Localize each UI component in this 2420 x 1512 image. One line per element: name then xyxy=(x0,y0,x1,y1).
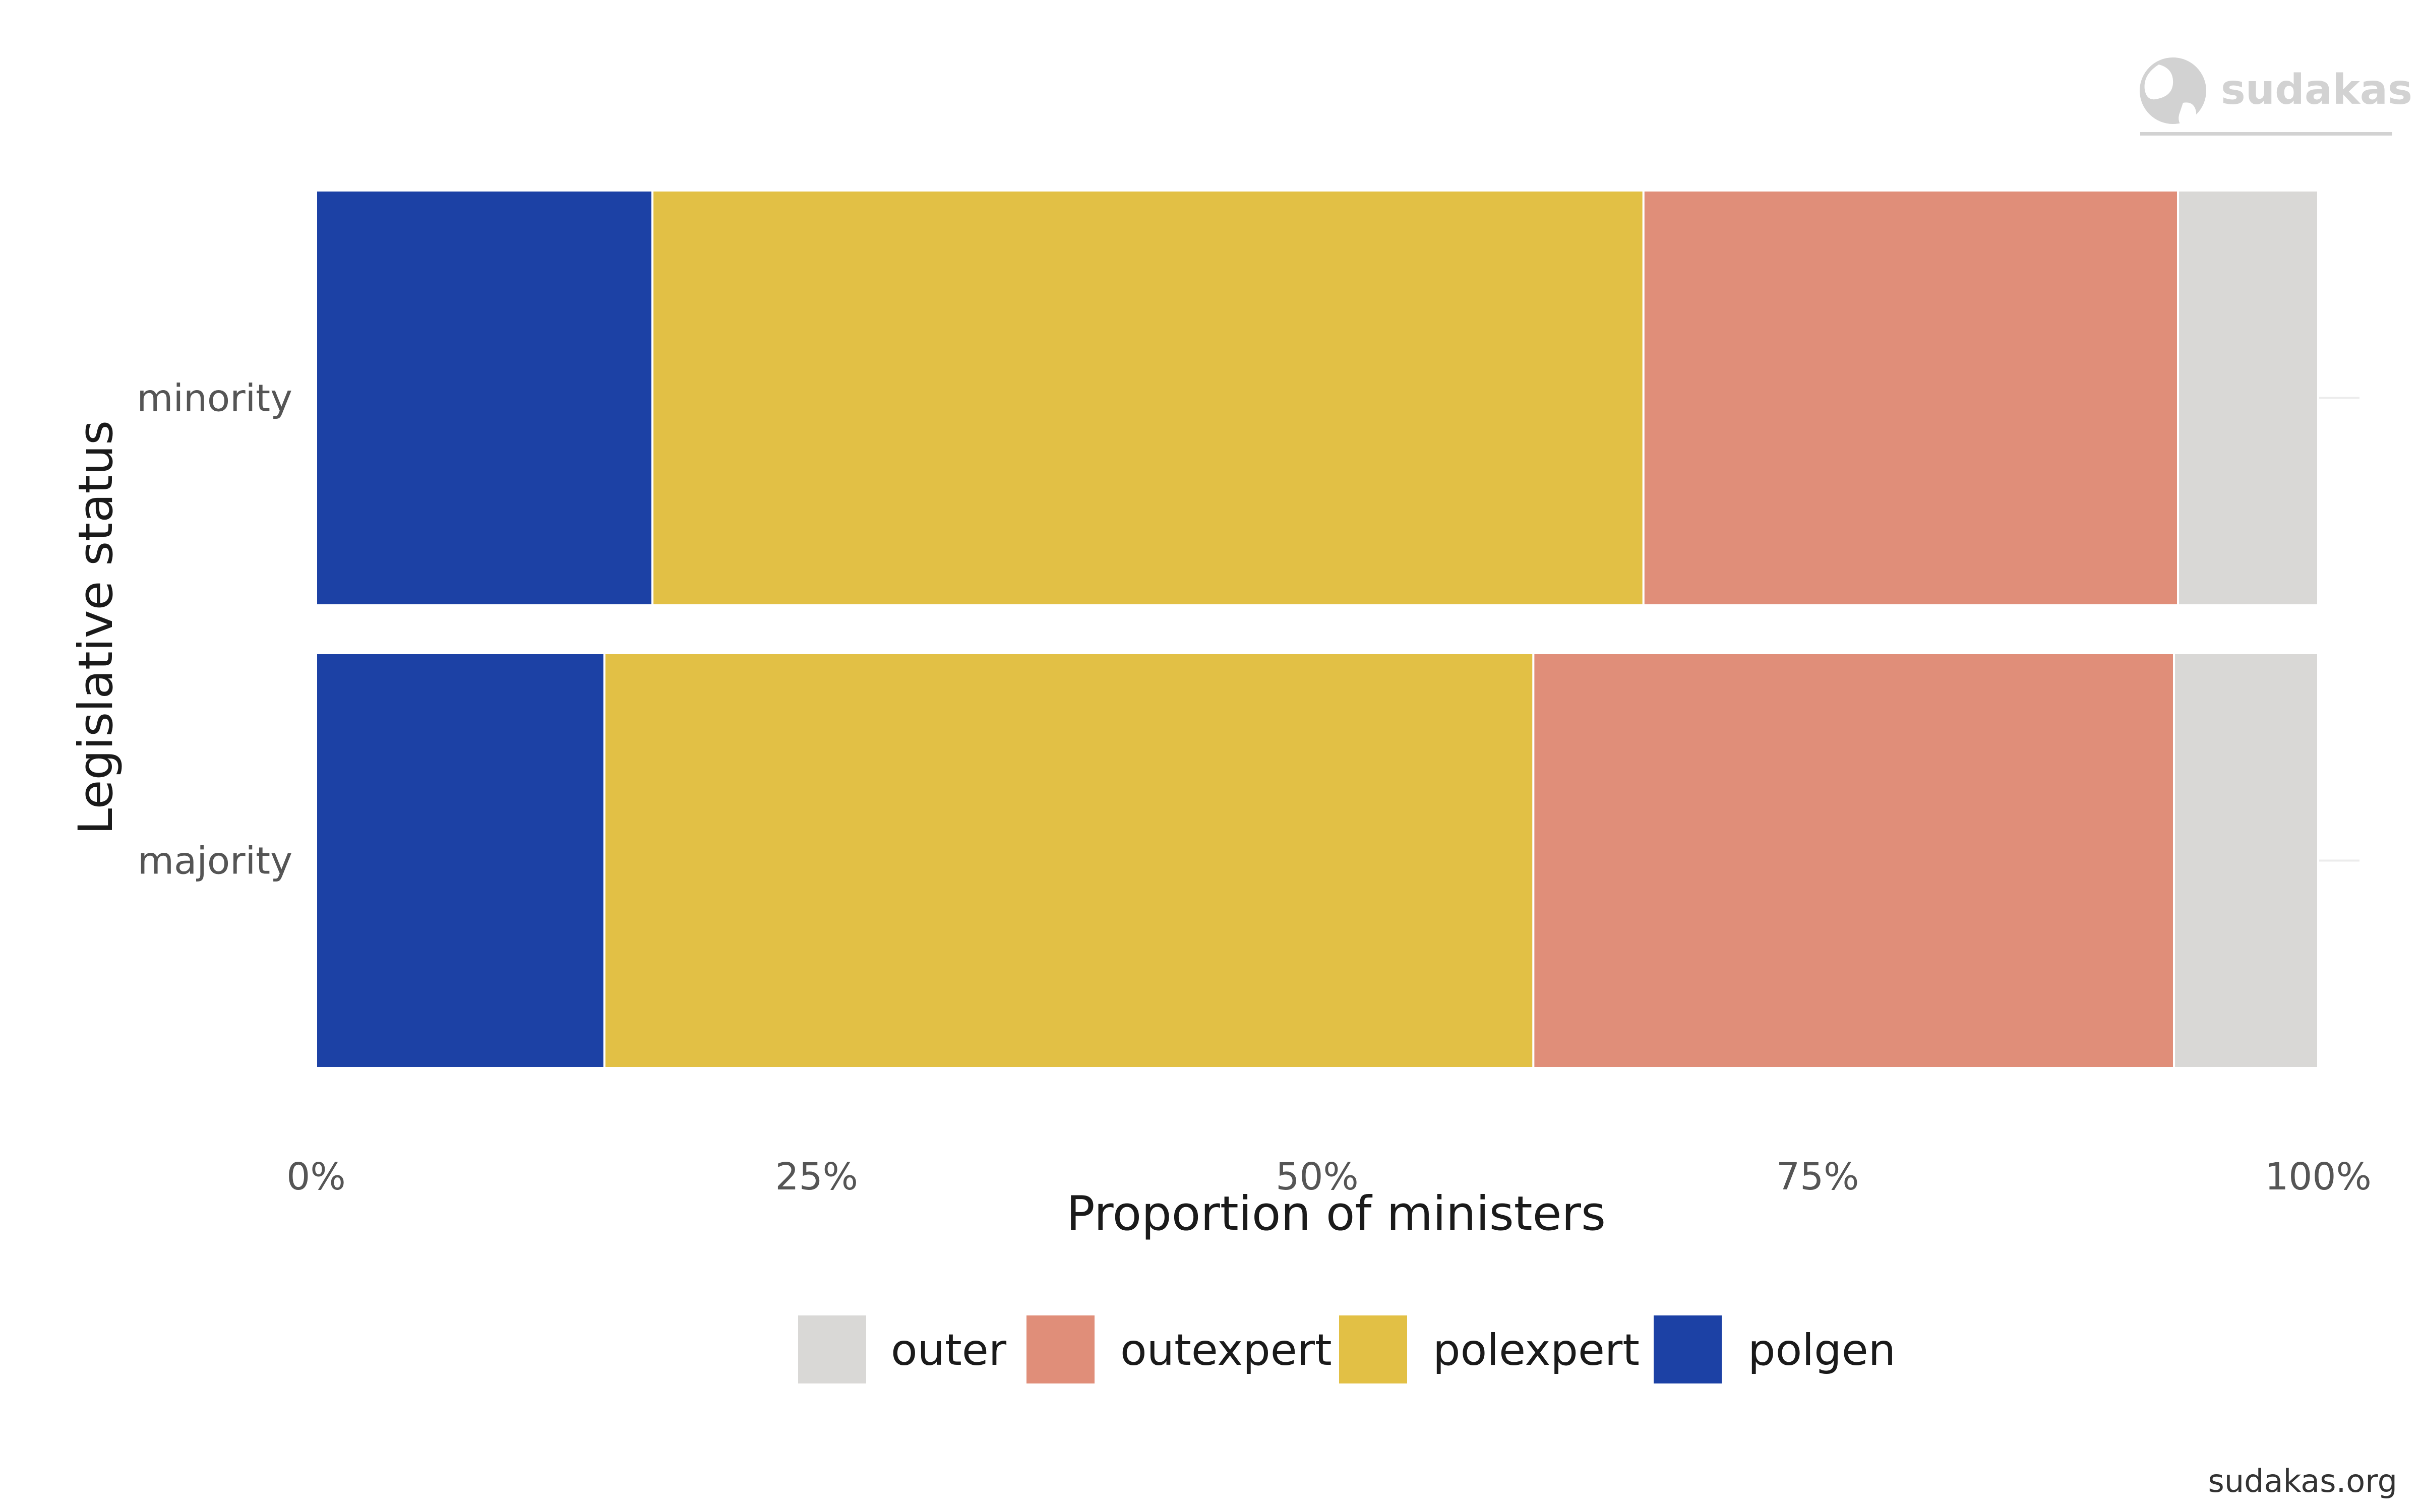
bar-minority-outexpert xyxy=(1642,190,2180,606)
bar-minority-polexpert xyxy=(651,190,1645,606)
bar-majority-outexpert xyxy=(1532,652,2175,1069)
x-axis-title: Proportion of ministers xyxy=(1066,1186,1606,1241)
legend: outer outexpert polexpert polgen xyxy=(798,1315,1896,1383)
footer-url: sudakas.org xyxy=(2208,1463,2397,1499)
legend-key-outer xyxy=(798,1315,866,1383)
y-tick-majority: majority xyxy=(138,840,292,883)
x-tick-2: 50% xyxy=(1276,1155,1358,1199)
bar-majority-polexpert xyxy=(603,652,1535,1069)
legend-label-polgen: polgen xyxy=(1748,1325,1896,1375)
brand-logo: sudakas xyxy=(2140,57,2412,136)
x-tick-1: 25% xyxy=(775,1155,858,1199)
y-axis-title: Legislative status xyxy=(69,420,124,835)
bar-minority-outer xyxy=(2177,190,2319,606)
brand-name: sudakas xyxy=(2221,66,2412,114)
bar-majority-polgen xyxy=(315,652,606,1069)
globe-icon xyxy=(2140,57,2206,128)
y-tick-minority: minority xyxy=(137,377,292,420)
bars xyxy=(315,190,2319,1069)
legend-label-outexpert: outexpert xyxy=(1120,1325,1332,1375)
y-tick-labels: minority majority xyxy=(137,377,292,883)
brand-underline xyxy=(2140,132,2392,136)
legend-label-polexpert: polexpert xyxy=(1433,1325,1640,1375)
bar-majority-outer xyxy=(2173,652,2319,1069)
legend-label-outer: outer xyxy=(891,1325,1007,1375)
x-tick-3: 75% xyxy=(1776,1155,1859,1199)
legend-key-outexpert xyxy=(1026,1315,1095,1383)
legend-key-polexpert xyxy=(1339,1315,1407,1383)
bar-minority-polgen xyxy=(315,190,654,606)
x-tick-0: 0% xyxy=(286,1155,345,1199)
x-tick-labels: 0% 25% 50% 75% 100% xyxy=(286,1155,2371,1199)
x-tick-4: 100% xyxy=(2265,1155,2372,1199)
legend-key-polgen xyxy=(1654,1315,1722,1383)
